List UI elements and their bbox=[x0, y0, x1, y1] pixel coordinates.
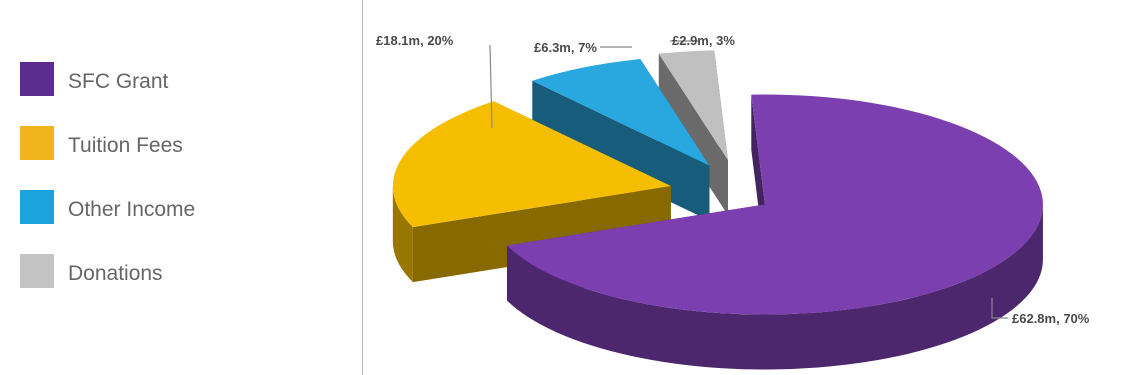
legend-divider bbox=[362, 0, 363, 375]
legend-item-sfc-grant: SFC Grant bbox=[20, 62, 340, 126]
legend-item-donations: Donations bbox=[20, 254, 340, 318]
legend-label-donations: Donations bbox=[68, 262, 163, 285]
pie-slices bbox=[392, 50, 1043, 370]
slice-top-donations bbox=[658, 50, 728, 161]
data-label-donations: £2.9m, 3% bbox=[672, 33, 735, 48]
legend-swatch-sfc-grant bbox=[20, 62, 54, 96]
slice-wall-tuition-fees-0 bbox=[392, 186, 413, 283]
legend-swatch-other-income bbox=[20, 190, 54, 224]
data-label-tuition-fees: £18.1m, 20% bbox=[376, 33, 454, 48]
legend-swatch-tuition-fees bbox=[20, 126, 54, 160]
slice-donations bbox=[658, 50, 728, 216]
legend-label-other-income: Other Income bbox=[68, 198, 196, 221]
slice-side-donations-0 bbox=[658, 53, 728, 216]
slice-top-tuition-fees bbox=[392, 101, 671, 228]
legend-item-other-income: Other Income bbox=[20, 190, 340, 254]
slice-top-other-income bbox=[532, 59, 710, 166]
leader-line-sfc-grant bbox=[991, 298, 1008, 319]
legend-swatch-donations bbox=[20, 254, 54, 288]
legend-label-sfc-grant: SFC Grant bbox=[68, 70, 169, 93]
chart-legend: SFC Grant Tuition Fees Other Income Dona… bbox=[20, 62, 340, 318]
leader-line-tuition-fees bbox=[489, 44, 493, 129]
legend-label-tuition-fees: Tuition Fees bbox=[68, 134, 183, 157]
slice-sfc-grant bbox=[507, 94, 1043, 370]
data-labels: £62.8m, 70% £18.1m, 20% £6.3m, 7% £2.9m, 3% bbox=[376, 33, 1090, 326]
legend-item-tuition-fees: Tuition Fees bbox=[20, 126, 340, 190]
data-label-other-income: £6.3m, 7% bbox=[534, 40, 597, 55]
slice-top-sfc-grant bbox=[507, 94, 1043, 315]
slice-tuition-fees bbox=[392, 101, 671, 283]
data-label-sfc-grant: £62.8m, 70% bbox=[1012, 311, 1090, 326]
slice-wall-sfc-grant-0 bbox=[507, 204, 1043, 370]
